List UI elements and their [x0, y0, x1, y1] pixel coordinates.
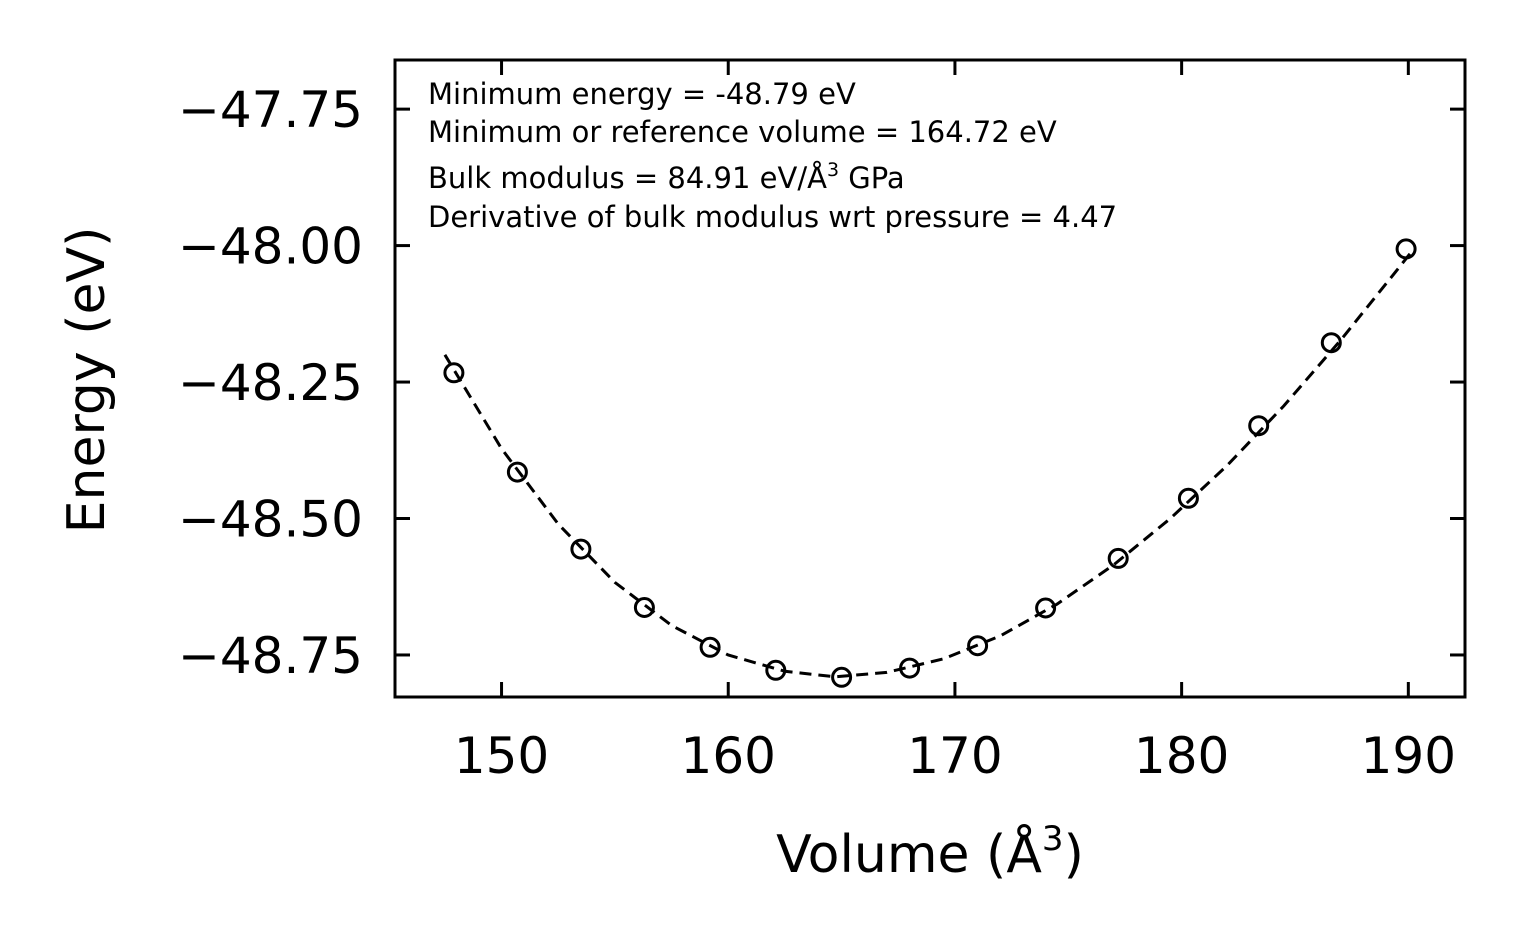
- x-tick-label: 170: [907, 727, 1002, 785]
- y-tick-label: −48.00: [178, 218, 363, 276]
- y-tick-label: −48.50: [178, 491, 363, 549]
- data-point: [831, 666, 853, 688]
- y-axis-title: Energy (eV): [57, 227, 117, 534]
- x-tick-label: 150: [454, 727, 549, 785]
- data-point: [443, 362, 465, 384]
- data-point: [699, 636, 721, 658]
- x-axis-title-end: ): [1064, 825, 1084, 885]
- x-tick-label: 160: [681, 727, 776, 785]
- annotation-box: Minimum energy = -48.79 eV Minimum or re…: [428, 77, 1117, 234]
- x-axis-title-sup: 3: [1042, 819, 1064, 859]
- annotation-bulk-modulus-suffix: GPa: [839, 161, 905, 195]
- y-tick-label: −47.75: [178, 81, 363, 139]
- data-point: [633, 597, 655, 618]
- x-axis-title-text: Volume (Å: [776, 823, 1042, 885]
- x-tick-label: 180: [1134, 727, 1229, 785]
- data-point: [765, 659, 787, 681]
- annotation-min-energy: Minimum energy = -48.79 eV: [428, 77, 856, 111]
- data-point: [1320, 332, 1342, 354]
- plot-frame: [393, 58, 1467, 699]
- data-point: [1107, 547, 1129, 569]
- x-axis-title: Volume (Å3): [776, 819, 1084, 885]
- x-tick-label: 190: [1361, 727, 1456, 785]
- annotation-min-volume: Minimum or reference volume = 164.72 eV: [428, 115, 1057, 149]
- data-point: [570, 538, 592, 560]
- y-tick-label: −48.25: [178, 354, 363, 412]
- data-point: [967, 635, 989, 657]
- annotation-bulk-modulus: Bulk modulus = 84.91 eV/Å3 GPa: [428, 159, 905, 195]
- annotation-bulk-modulus-sup: 3: [827, 159, 839, 181]
- fit-curve: [443, 249, 1415, 679]
- annotation-bulk-modulus-text: Bulk modulus = 84.91 eV/Å: [428, 161, 827, 195]
- data-point: [506, 461, 528, 483]
- data-point: [1248, 415, 1270, 437]
- data-point: [1177, 487, 1199, 509]
- annotation-bulk-derivative: Derivative of bulk modulus wrt pressure …: [428, 200, 1117, 234]
- data-points-layer: [443, 238, 1417, 688]
- data-point: [899, 657, 921, 679]
- fit-curve-layer: [443, 249, 1415, 679]
- y-tick-label: −48.75: [178, 627, 363, 685]
- y-axis: −47.75 −48.00 −48.25 −48.50 −48.75: [178, 81, 1465, 685]
- data-point: [1395, 238, 1417, 260]
- x-axis: 150 160 170 180 190: [454, 60, 1456, 785]
- data-point: [1035, 597, 1057, 619]
